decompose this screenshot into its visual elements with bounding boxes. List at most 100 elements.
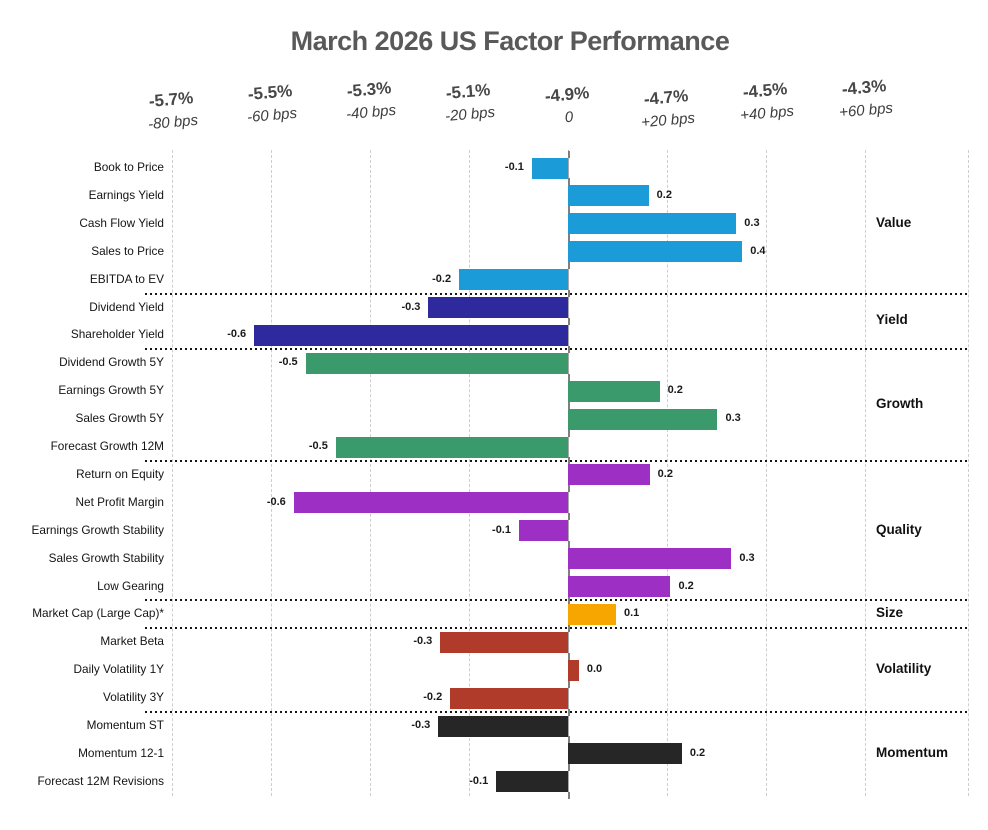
factor-label: Forecast 12M Revisions [37,773,164,788]
factor-bar [568,743,682,765]
factor-bar [254,324,568,346]
factor-bar [568,659,579,681]
factor-label: Sales Growth Stability [48,550,164,565]
category-label: Quality [876,521,922,537]
zero-axis-tick [568,262,570,270]
factor-value-label: 0.2 [667,384,683,397]
factor-label: Sales Growth 5Y [75,411,164,426]
section-separator [145,459,968,462]
factor-value-label: 0.3 [739,551,755,564]
axis-bps-label: -80 bps [147,111,199,134]
factor-label: Momentum 12-1 [78,745,164,760]
category-label: Yield [876,312,908,328]
zero-axis-tick [568,680,570,688]
factor-label: Forecast Growth 12M [50,439,164,453]
factor-value-label: 0.2 [657,467,673,480]
axis-tick-label: -5.5% -60 bps [217,79,324,129]
axis-tick-label: -4.9% 0 [514,81,621,131]
factor-label: Earnings Yield [88,187,164,202]
axis-tick-label: -4.3% +60 bps [811,74,918,124]
category-label: Momentum [876,744,948,760]
factor-label: Earnings Growth 5Y [58,383,164,398]
factor-bar [428,297,568,318]
factor-label: Sales to Price [91,243,164,258]
factor-value-label: 0.0 [586,663,603,676]
axis-bps-label: -20 bps [444,103,496,126]
zero-axis-tick [568,569,570,576]
zero-axis-tick [568,736,570,744]
factor-label: Market Cap (Large Cap)* [32,606,164,621]
factor-value-label: -0.2 [432,272,452,285]
axis-bps-label: +20 bps [640,109,696,132]
factor-label: Book to Price [93,160,164,174]
factor-value-label: 0.4 [750,244,766,257]
factor-value-label: 0.2 [656,188,672,201]
zero-axis-tick [568,317,570,325]
factor-value-label: -0.1 [504,161,524,173]
section-separator [145,599,968,602]
zero-axis-tick [568,178,570,186]
factor-bar [293,492,568,514]
factor-value-label: 0.3 [744,216,760,229]
factor-bar [440,631,568,653]
axis-bps-label: +40 bps [739,102,795,125]
factor-label: Net Profit Margin [75,494,164,509]
zero-axis-tick [568,513,570,521]
vertical-gridline [172,150,173,796]
zero-axis-tick [568,401,570,409]
vertical-gridline [766,150,767,796]
vertical-gridline [271,150,272,796]
factor-bar [568,380,660,402]
axis-tick-label: -4.5% +40 bps [712,77,819,127]
category-label: Volatility [876,661,932,677]
zero-axis-tick [568,764,570,772]
category-panel-border [968,150,969,796]
factor-value-label: 0.3 [725,412,741,425]
factor-label: EBITDA to EV [89,271,164,286]
category-label: Size [876,605,904,621]
axis-tick-label: -5.1% -20 bps [415,78,522,128]
axis-bps-label: -40 bps [345,101,397,124]
factor-label: Earnings Growth Stability [31,522,164,537]
factor-value-label: -0.5 [278,356,298,369]
factor-bar [568,576,671,597]
section-separator [145,627,968,630]
factor-bar [568,408,718,430]
axis-bps-label: -60 bps [246,104,298,127]
axis-bps-label: 0 [564,108,574,127]
zero-axis-tick [568,792,570,800]
factor-bar [335,436,568,458]
axis-tick-label: -5.7% -80 bps [118,86,225,136]
factor-value-label: -0.6 [266,495,286,508]
zero-axis-tick [568,541,570,549]
factor-label: Dividend Yield [89,299,164,314]
zero-axis-tick [568,234,570,242]
chart-title: March 2026 US Factor Performance [290,26,730,56]
factor-bar [459,269,568,291]
factor-value-label: -0.2 [423,691,443,704]
zero-axis-tick [568,652,570,660]
factor-value-label: 0.1 [624,607,640,620]
factor-bar [496,771,568,793]
factor-bar [568,213,737,235]
factor-bar [305,352,568,374]
section-separator [145,292,968,295]
factor-bar [531,157,568,179]
vertical-gridline [469,150,470,796]
factor-value-label: -0.1 [469,774,489,787]
factor-label: Shareholder Yield [70,327,164,342]
axis-tick-label: -5.3% -40 bps [316,76,423,126]
axis-bps-label: +60 bps [838,99,894,122]
factor-bar [568,185,649,207]
factor-label: Dividend Growth 5Y [59,355,164,370]
zero-axis-tick [568,150,570,158]
factor-bar [568,464,650,486]
zero-axis-tick [568,429,570,437]
vertical-gridline [370,150,371,796]
section-separator [145,711,968,713]
factor-label: Cash Flow Yield [79,215,164,230]
factor-label: Volatility 3Y [103,690,164,705]
factor-label: Market Beta [100,634,164,649]
zero-axis-tick [568,485,570,493]
